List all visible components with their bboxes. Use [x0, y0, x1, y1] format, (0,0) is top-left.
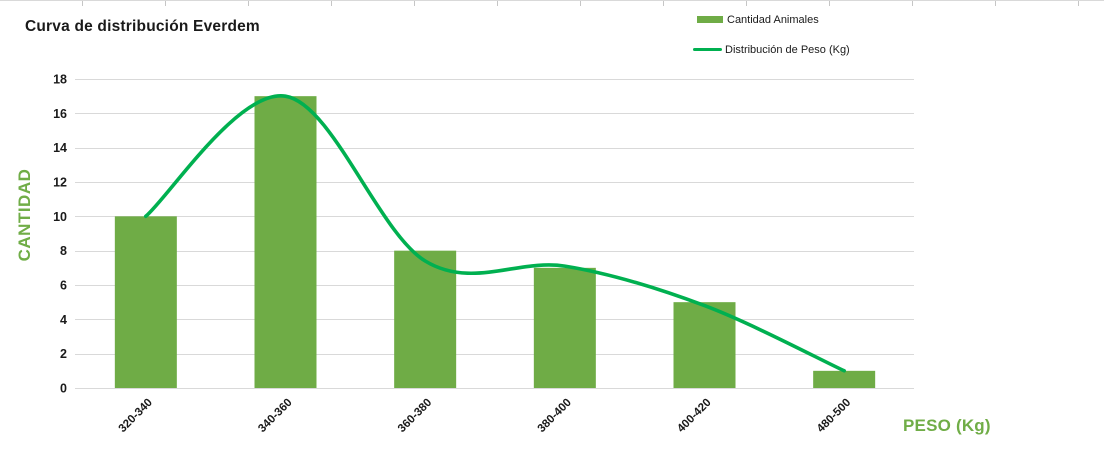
y-tick-label: 12 [53, 176, 67, 190]
chart-title: Curva de distribución Everdem [25, 18, 260, 35]
bar-480-500 [813, 370, 876, 388]
bar-360-380 [394, 250, 457, 388]
bar-series-swatch-icon [697, 16, 723, 23]
y-tick-label: 6 [60, 279, 67, 293]
bar-400-420 [673, 302, 736, 388]
bar-380-400 [533, 267, 596, 388]
y-tick-label: 18 [53, 73, 67, 87]
legend-item-line-series: Distribución de Peso (Kg) [693, 42, 850, 57]
x-tick-label: 480-500 [815, 397, 853, 435]
y-tick-label: 14 [53, 141, 67, 155]
y-tick-label: 8 [60, 244, 67, 258]
legend-label-line-series: Distribución de Peso (Kg) [725, 43, 850, 56]
x-tick-label: 400-420 [675, 397, 713, 435]
x-tick-label: 320-340 [117, 397, 155, 435]
distribution-line [144, 94, 846, 373]
spreadsheet-column-ruler [0, 0, 1104, 6]
x-axis-title: PESO (Kg) [903, 416, 991, 435]
x-tick-label: 380-400 [536, 397, 574, 435]
legend-item-bar-series: Cantidad Animales [693, 12, 850, 27]
x-tick-label: 340-360 [256, 397, 294, 435]
y-tick-label: 4 [60, 313, 67, 327]
legend: Cantidad Animales Distribución de Peso (… [693, 12, 850, 57]
bar-340-360 [254, 96, 317, 389]
y-tick-label: 10 [53, 210, 67, 224]
y-tick-label: 0 [60, 382, 67, 396]
bar-320-340 [114, 216, 177, 388]
y-tick-label: 16 [53, 107, 67, 121]
legend-label-bar-series: Cantidad Animales [727, 13, 819, 26]
y-axis-title: CANTIDAD [15, 168, 34, 262]
y-tick-label: 2 [60, 347, 67, 361]
line-series-swatch-icon [693, 48, 722, 51]
x-tick-label: 360-380 [396, 397, 434, 435]
